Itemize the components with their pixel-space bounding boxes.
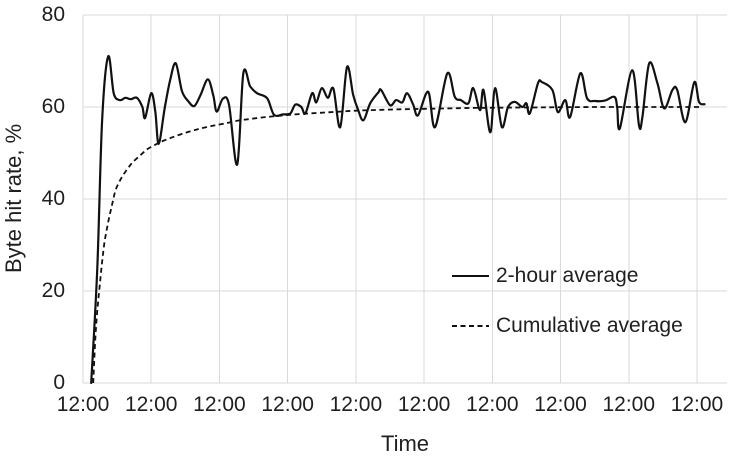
x-tick-label: 12:00	[602, 393, 656, 416]
y-tick-label: 80	[41, 3, 65, 26]
legend-item-2-hour-average: 2-hour average	[452, 261, 683, 290]
y-tick-label: 0	[53, 371, 65, 394]
x-axis-title: Time	[380, 431, 430, 456]
x-tick-label: 12:00	[397, 393, 451, 416]
x-tick-label: 12:00	[329, 393, 383, 416]
x-tick-label: 12:00	[124, 393, 178, 416]
x-tick-label: 12:00	[56, 393, 110, 416]
series-line-2-hour-average	[90, 55, 706, 385]
legend-label: 2-hour average	[496, 263, 639, 287]
x-tick-label: 12:00	[193, 393, 246, 416]
series-line-cumulative-average	[92, 106, 701, 384]
legend-item-cumulative-average: Cumulative average	[452, 311, 683, 340]
solid-line-sample	[452, 274, 489, 277]
x-tick-label: 12:00	[534, 393, 587, 416]
x-tick-label: 12:00	[261, 393, 314, 416]
legend: 2-hour average Cumulative average	[452, 261, 683, 361]
y-tick-label: 20	[41, 279, 65, 302]
y-tick-label: 60	[41, 95, 65, 118]
x-tick-label: 12:00	[466, 393, 519, 416]
x-tick-label: 12:00	[670, 393, 724, 416]
legend-label: Cumulative average	[496, 313, 683, 337]
y-tick-label: 40	[41, 187, 65, 210]
dashed-line-sample	[452, 324, 489, 327]
